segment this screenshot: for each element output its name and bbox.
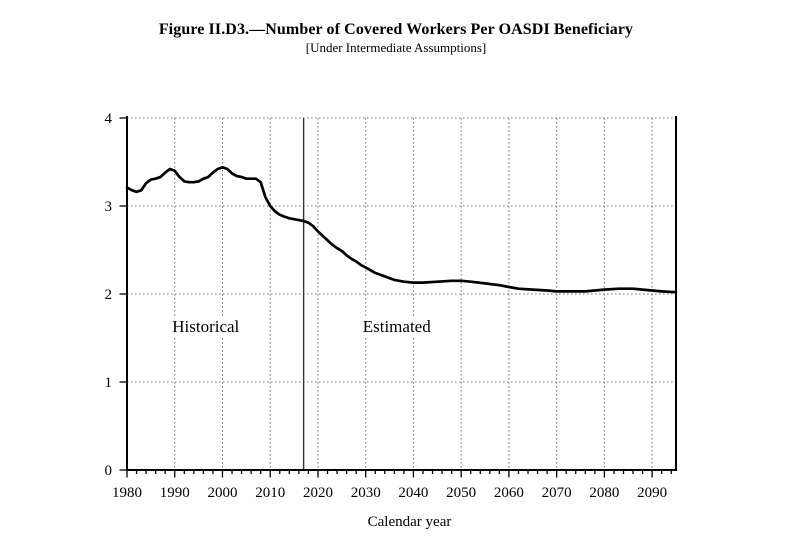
x-tick-label: 2000 (207, 485, 237, 501)
x-tick-label: 1980 (112, 485, 142, 501)
x-tick-label: 2010 (255, 485, 285, 501)
x-tick-label: 1990 (160, 485, 190, 501)
gridlines (127, 117, 676, 470)
y-tick-label: 1 (105, 375, 113, 391)
annotation-historical: Historical (168, 317, 244, 338)
x-tick-label: 2070 (542, 485, 572, 501)
y-tick-label: 2 (105, 287, 113, 303)
axes (126, 116, 677, 471)
axis-ticks (119, 117, 672, 478)
chart-subtitle: [Under Intermediate Assumptions] (305, 40, 487, 55)
x-tick-label: 2020 (303, 485, 333, 501)
x-tick-label: 2050 (446, 485, 476, 501)
data-series (125, 165, 678, 294)
y-tick-label: 4 (105, 111, 113, 127)
annotation-estimated: Estimated (358, 317, 435, 338)
y-tick-label: 3 (105, 199, 113, 215)
x-axis-title: Calendar year (367, 514, 452, 530)
y-tick-label: 0 (105, 463, 113, 479)
chart-title: Figure II.D3.—Number of Covered Workers … (158, 21, 634, 38)
x-tick-label: 2040 (398, 485, 428, 501)
data-line (125, 165, 678, 294)
x-tick-label: 2080 (589, 485, 619, 501)
x-tick-label: 2030 (351, 485, 381, 501)
x-tick-label: 2060 (494, 485, 524, 501)
tick-labels: 1980 1990 2000 2010 2020 2030 2040 2050 2060 2070… (105, 111, 668, 501)
x-tick-label: 2090 (637, 485, 667, 501)
